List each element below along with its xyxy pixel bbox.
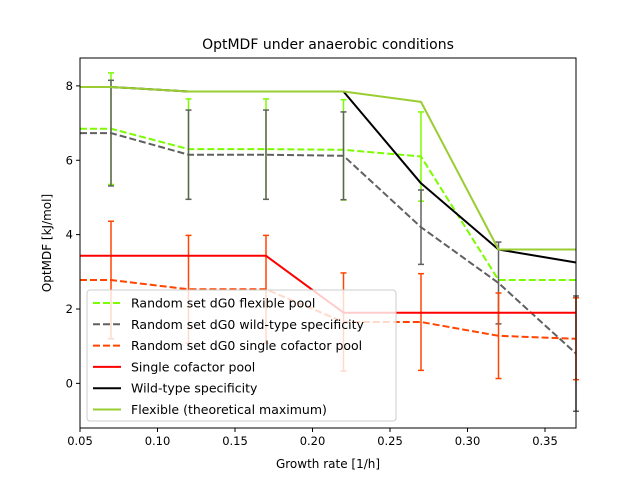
x-axis-label: Growth rate [1/h] bbox=[276, 457, 380, 471]
legend: Random set dG0 flexible pool Random set d… bbox=[86, 289, 397, 422]
chart-title: OptMDF under anaerobic conditions bbox=[202, 37, 454, 53]
series-6 bbox=[80, 86, 576, 251]
x-tick-label: 0.05 bbox=[67, 434, 93, 448]
plot-frame bbox=[79, 57, 577, 429]
series-4 bbox=[80, 254, 576, 314]
y-tick-label: 8 bbox=[66, 79, 73, 93]
x-tick-label: 0.30 bbox=[455, 434, 481, 448]
legend-label: Random set dG0 single cofactor pool bbox=[131, 338, 362, 353]
legend-label: Single cofactor pool bbox=[131, 359, 255, 374]
legend-box bbox=[86, 289, 397, 422]
y-axis-label: OptMDF [kJ/mol] bbox=[40, 194, 54, 292]
x-tick-label: 0.10 bbox=[145, 434, 171, 448]
series-line bbox=[80, 86, 576, 251]
series-line bbox=[80, 254, 576, 314]
x-tick-label: 0.35 bbox=[532, 434, 558, 448]
series-line bbox=[80, 279, 577, 340]
legend-items: Random set dG0 flexible pool Random set d… bbox=[93, 296, 364, 417]
y-tick-label: 0 bbox=[66, 376, 73, 390]
x-tick-label: 0.25 bbox=[377, 434, 403, 448]
legend-label: Random set dG0 flexible pool bbox=[131, 296, 315, 311]
y-tick-label: 6 bbox=[66, 153, 73, 167]
legend-label: Flexible (theoretical maximum) bbox=[131, 402, 327, 417]
x-tick-label: 0.15 bbox=[222, 434, 248, 448]
x-tick-label: 0.20 bbox=[300, 434, 326, 448]
series-line bbox=[80, 132, 577, 355]
y-tick-label: 2 bbox=[66, 302, 73, 316]
tick-layer: 0.05 0.10 0.15 0.20 0.25 0.30 0.35 0 2 4 6 8 bbox=[66, 79, 558, 448]
legend-label: Random set dG0 wild-type specificity bbox=[131, 317, 364, 332]
series-line bbox=[80, 127, 576, 281]
y-tick-label: 4 bbox=[66, 228, 73, 242]
legend-label: Wild-type specificity bbox=[131, 381, 258, 396]
